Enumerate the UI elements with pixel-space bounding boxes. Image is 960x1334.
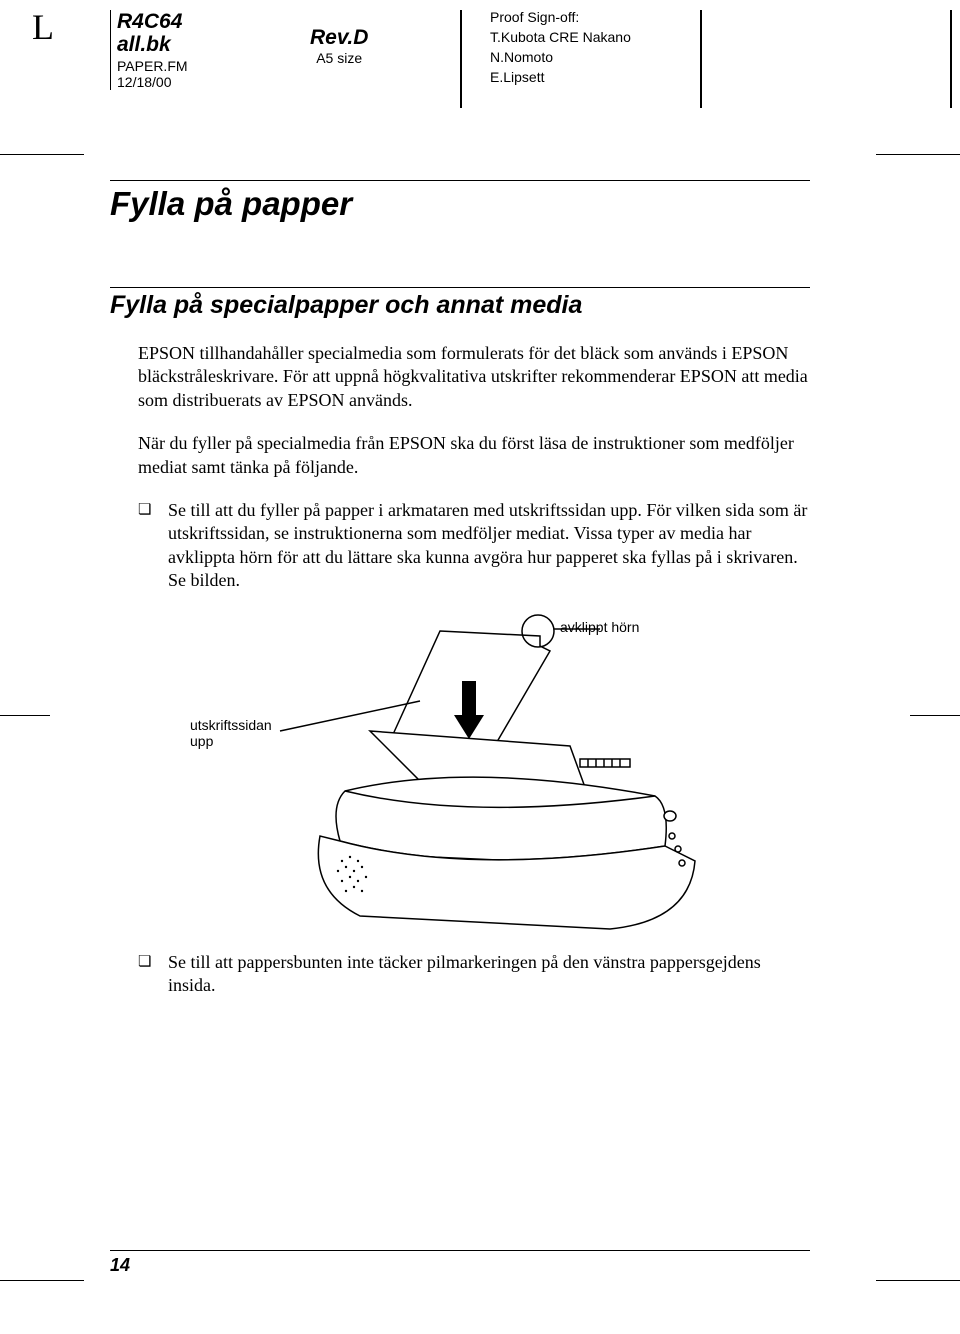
page-title: Fylla på papper <box>110 180 810 223</box>
paper-fm: PAPER.FM <box>117 58 188 74</box>
paper-size: A5 size <box>310 50 368 66</box>
header-divider-3 <box>950 10 952 108</box>
proof-line1: T.Kubota CRE Nakano <box>490 28 631 48</box>
crop-mark <box>876 154 960 155</box>
printer-figure: avklippt hörn utskriftssidan upp <box>110 611 810 941</box>
content-area: Fylla på papper Fylla på specialpapper o… <box>110 180 810 1015</box>
paragraph-1: EPSON tillhandahåller specialmedia som f… <box>138 342 810 412</box>
page-marker: L <box>32 6 54 48</box>
label-print-side: utskriftssidan upp <box>190 717 272 751</box>
proof-title: Proof Sign-off: <box>490 8 631 28</box>
revision: Rev.D <box>310 26 368 50</box>
crop-mark <box>910 715 960 716</box>
doc-id-line2: all.bk <box>117 33 188 56</box>
crop-mark <box>876 1280 960 1281</box>
label-print-side-line2: upp <box>190 733 213 749</box>
header-right-block: Proof Sign-off: T.Kubota CRE Nakano N.No… <box>490 8 631 88</box>
crop-mark <box>0 154 84 155</box>
header-left-block: R4C64 all.bk PAPER.FM 12/18/00 <box>110 10 188 90</box>
crop-mark <box>0 1280 84 1281</box>
page: L R4C64 all.bk PAPER.FM 12/18/00 Rev.D A… <box>0 0 960 1334</box>
bullet-2: Se till att pappersbunten inte täcker pi… <box>138 951 810 998</box>
crop-mark <box>0 715 50 716</box>
doc-id-line1: R4C64 <box>117 10 188 33</box>
proof-line2: N.Nomoto <box>490 48 631 68</box>
label-cut-corner: avklippt hörn <box>560 619 639 635</box>
printer-illustration <box>110 611 810 941</box>
section-subtitle: Fylla på specialpapper och annat media <box>110 287 810 320</box>
header-center-block: Rev.D A5 size <box>310 26 368 66</box>
proof-line3: E.Lipsett <box>490 68 631 88</box>
header-divider-2 <box>700 10 702 108</box>
header-date: 12/18/00 <box>117 74 188 90</box>
header-divider-1 <box>460 10 462 108</box>
label-print-side-line1: utskriftssidan <box>190 717 272 733</box>
page-number: 14 <box>110 1250 810 1276</box>
bullet-1: Se till att du fyller på papper i arkmat… <box>138 499 810 593</box>
paragraph-2: När du fyller på specialmedia från EPSON… <box>138 432 810 479</box>
